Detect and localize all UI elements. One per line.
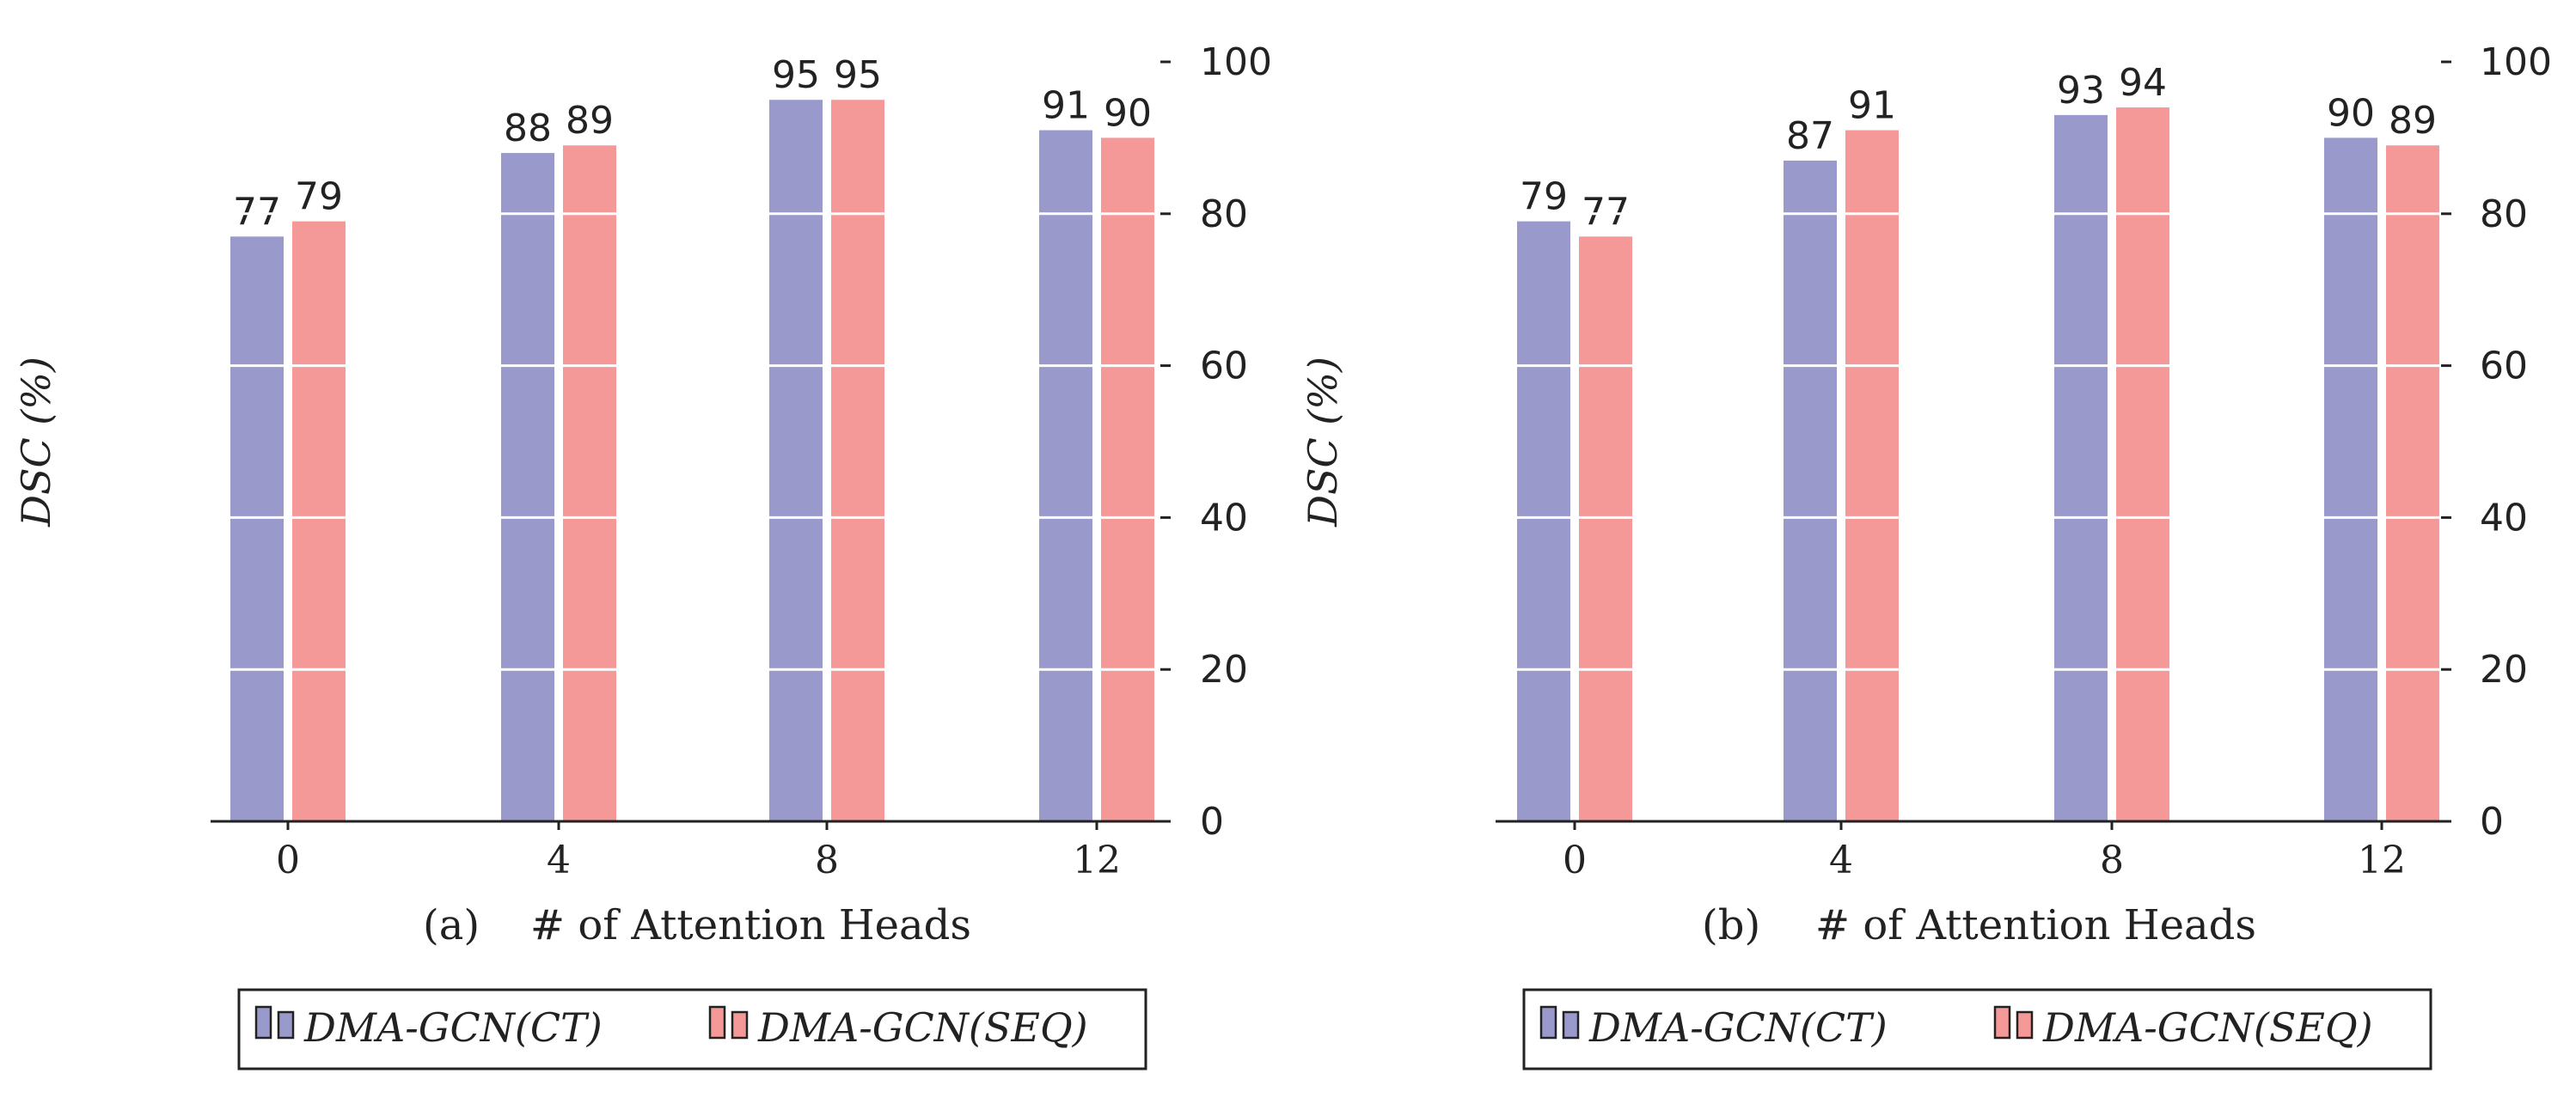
chart-panel-a: 77 79 88 89 95 95 91 90 0 20 40 60 80 100 0 4 8 12 DSC (%)… (13, 40, 1272, 1071)
data-label: 88 (504, 107, 552, 150)
y-tick-label: 100 (1200, 40, 1272, 84)
legend-swatch (1539, 1005, 1557, 1040)
bar-ct-8 (769, 100, 823, 821)
x-tick-label: 12 (2358, 839, 2406, 882)
legend-swatch (277, 1010, 295, 1040)
data-label: 89 (2389, 99, 2437, 143)
y-tick-label: 20 (2480, 648, 2528, 692)
legend-label: DMA-GCN(SEQ) (757, 1004, 1088, 1051)
data-label: 79 (1520, 175, 1568, 219)
legend-swatch (254, 1005, 272, 1040)
data-label: 94 (2119, 61, 2167, 105)
x-tick-label: 12 (1073, 839, 1121, 882)
bar-ct-4 (1784, 160, 1837, 822)
legend-frame (237, 988, 1147, 1071)
data-label: 93 (2057, 69, 2105, 113)
data-label: 79 (295, 175, 343, 219)
legend-swatch (708, 1005, 726, 1040)
y-tick-label: 20 (1200, 648, 1248, 692)
y-tick-label: 80 (2480, 192, 2528, 236)
panel-label: (b) (1702, 901, 1760, 949)
data-label: 91 (1042, 84, 1090, 128)
y-axis-label: DSC (%) (1300, 357, 1346, 528)
y-tick-label: 60 (2480, 345, 2528, 388)
legend-frame (1522, 988, 2432, 1071)
data-label: 90 (1104, 91, 1152, 135)
y-tick-label: 40 (1200, 496, 1248, 540)
bar-ct-0 (230, 236, 284, 821)
bar-seq-0 (1579, 236, 1632, 821)
data-label: 95 (834, 53, 882, 97)
y-tick-label: 40 (2480, 496, 2528, 540)
y-axis-label: DSC (%) (13, 357, 59, 528)
data-label: 89 (566, 99, 614, 143)
legend-swatch (2016, 1010, 2034, 1040)
legend: DMA-GCN(CT) DMA-GCN(SEQ) (1522, 988, 2432, 1071)
data-label: 95 (772, 53, 820, 97)
data-label: 90 (2327, 91, 2375, 135)
data-label: 87 (1786, 114, 1834, 158)
bar-ct-0 (1517, 221, 1570, 821)
x-tick-label: 8 (2100, 839, 2124, 882)
bar-seq-8 (2116, 107, 2169, 822)
legend-swatch (1562, 1010, 1580, 1040)
bar-seq-8 (831, 100, 884, 821)
legend-swatch (1993, 1005, 2011, 1040)
bar-ct-4 (501, 153, 554, 821)
bar-seq-4 (563, 145, 616, 822)
bar-seq-12 (2386, 145, 2439, 822)
x-tick-label: 4 (1829, 839, 1853, 882)
chart-panel-b: 79 77 87 91 93 94 90 89 0 20 40 60 80 100 0 4 8 12 DSC (%)… (1300, 40, 2552, 1071)
bar-ct-12 (1039, 130, 1092, 821)
bar-ct-12 (2324, 137, 2377, 821)
legend: DMA-GCN(CT) DMA-GCN(SEQ) (237, 988, 1147, 1071)
x-tick-label: 0 (276, 839, 300, 882)
legend-label: DMA-GCN(SEQ) (2042, 1004, 2373, 1051)
bar-ct-8 (2054, 114, 2108, 821)
data-label: 91 (1848, 84, 1896, 128)
y-tick-label: 60 (1200, 345, 1248, 388)
panel-label: (a) (423, 901, 480, 949)
x-axis-label: # of Attention Heads (1815, 901, 2256, 949)
bar-seq-0 (292, 221, 346, 821)
legend-label: DMA-GCN(CT) (303, 1004, 603, 1051)
x-tick-label: 8 (815, 839, 839, 882)
x-tick-label: 0 (1563, 839, 1587, 882)
bar-seq-12 (1101, 137, 1154, 821)
x-tick-label: 4 (547, 839, 571, 882)
legend-label: DMA-GCN(CT) (1588, 1004, 1888, 1051)
y-tick-label: 0 (2480, 800, 2504, 844)
y-tick-label: 80 (1200, 192, 1248, 236)
bar-seq-4 (1845, 130, 1899, 821)
data-label: 77 (233, 190, 281, 234)
y-tick-label: 100 (2480, 40, 2552, 84)
legend-swatch (731, 1010, 749, 1040)
data-label: 77 (1582, 190, 1630, 234)
x-axis-label: # of Attention Heads (530, 901, 971, 949)
y-tick-label: 0 (1200, 800, 1224, 844)
